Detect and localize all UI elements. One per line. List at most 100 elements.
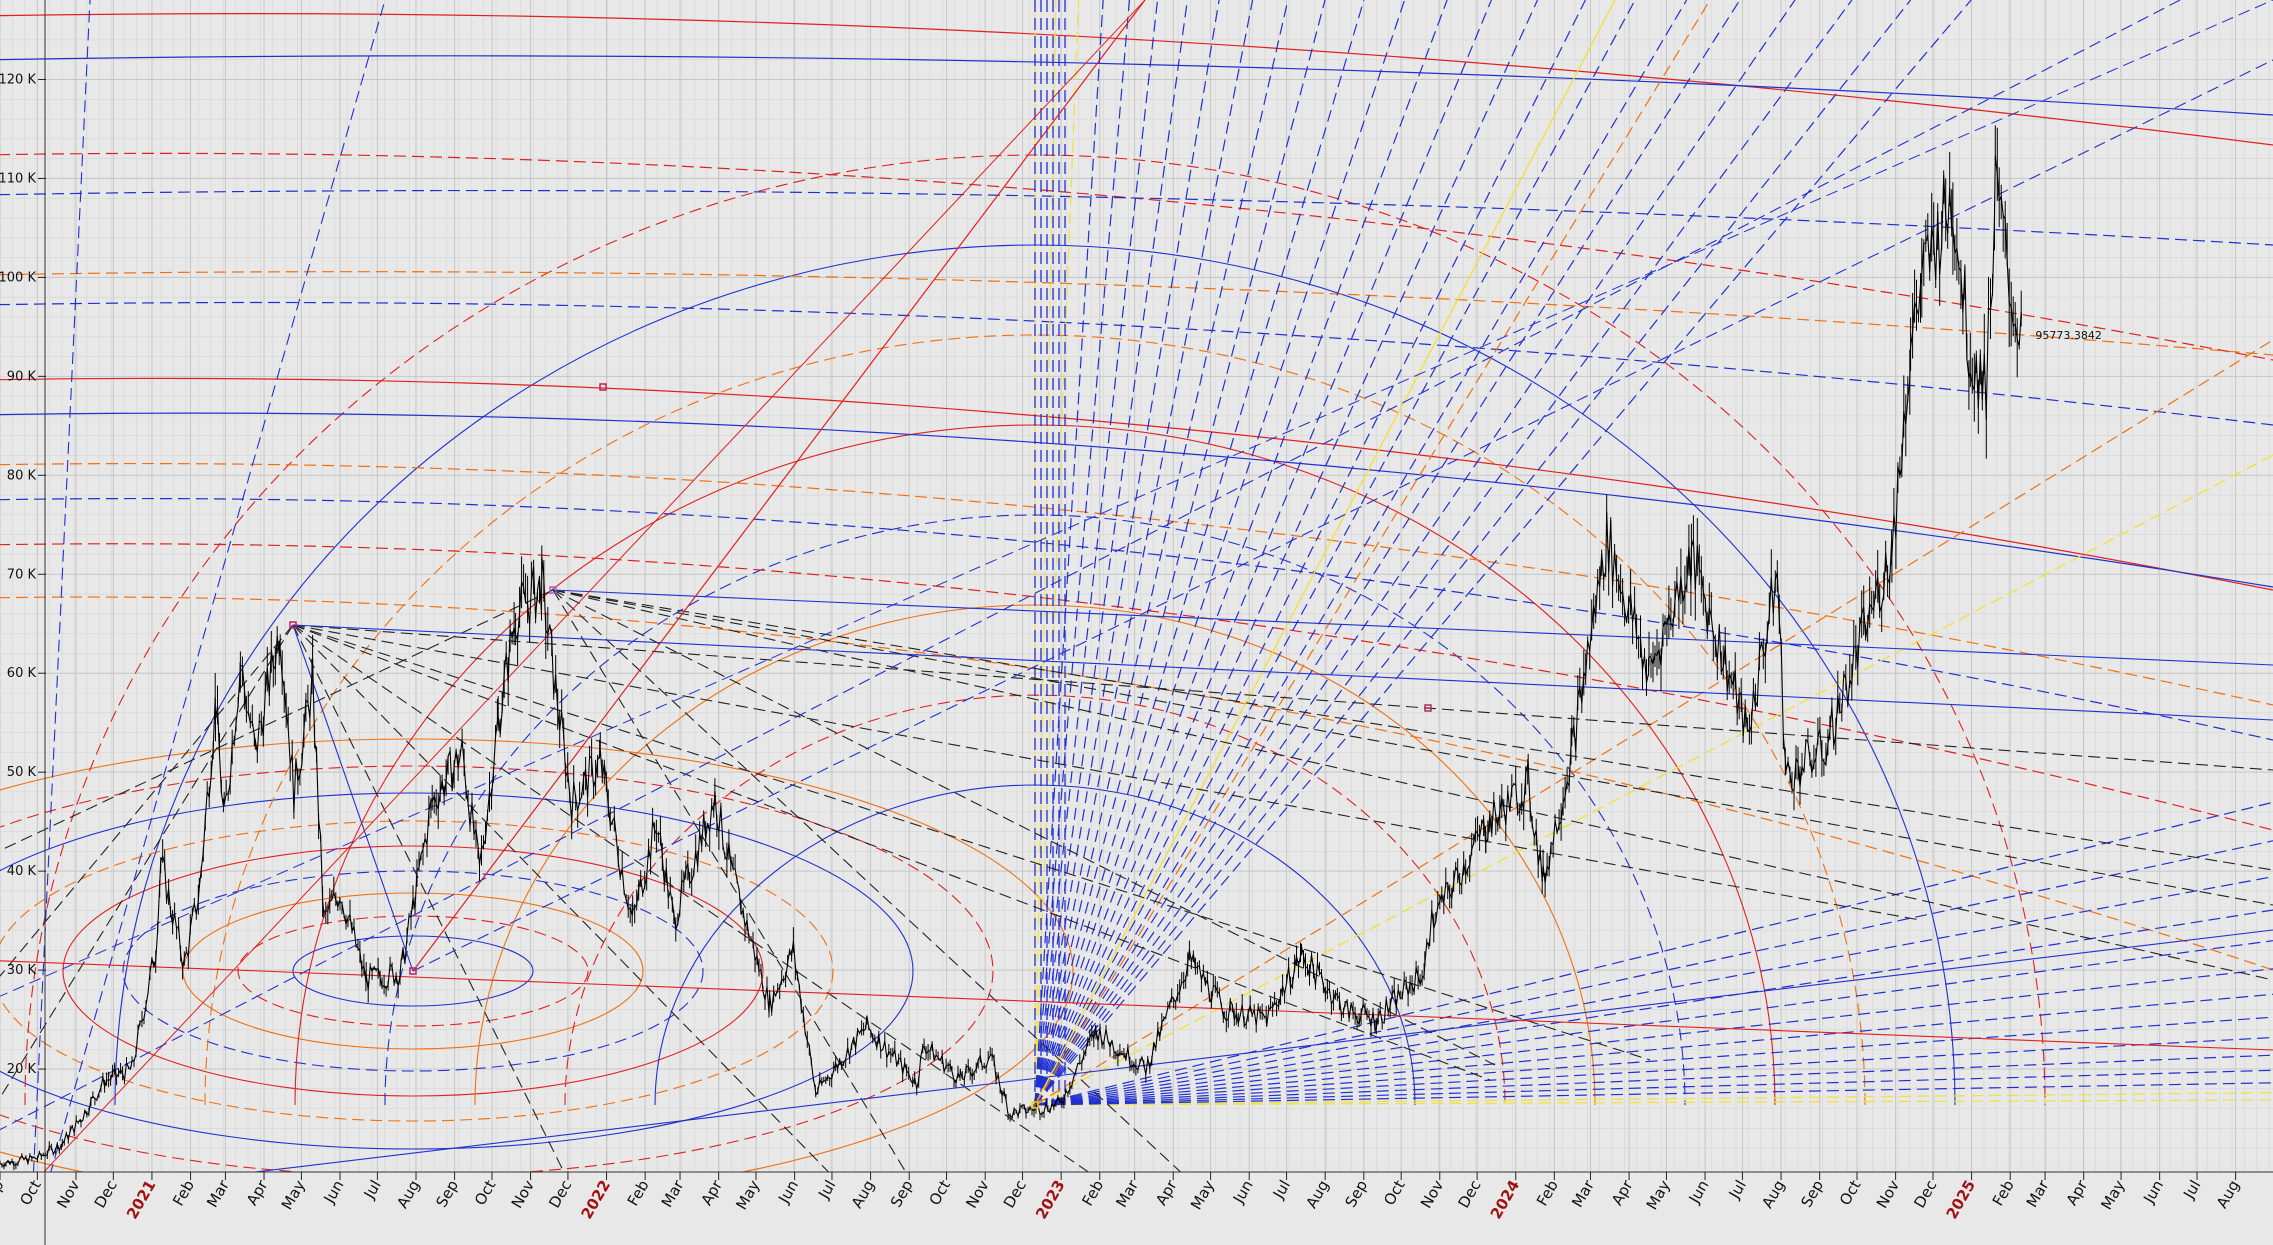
pivot-ray: [29, 0, 91, 1245]
major-grid: [0, 0, 2273, 1172]
pivot-ray: [0, 929, 2273, 1204]
pivot-marker: [599, 383, 607, 391]
fan-line: [1034, 1016, 2273, 1106]
fan-line: [1034, 0, 1636, 1106]
y-tick-label: 80 K: [7, 468, 37, 483]
pivot-ray: [412, 59, 2273, 972]
fan-line: [1034, 993, 2273, 1106]
overlay-curve: [0, 55, 2273, 116]
overlay-curve: [0, 189, 2273, 246]
pivot-marker: [409, 967, 417, 975]
fan-line: [1034, 876, 2273, 1106]
pivot-ray: [552, 589, 2273, 871]
pivot-ray: [0, 0, 2273, 997]
pivot-ray: [0, 0, 1146, 1220]
pivot-ray: [292, 624, 601, 1245]
fan-line: [1034, 339, 2273, 1106]
fan-line: [1034, 0, 1365, 1106]
fan-line: [1034, 0, 1289, 1106]
y-tick-label: 30 K: [7, 963, 37, 978]
pivot-ray: [292, 624, 2273, 771]
pivot-ray: [552, 589, 951, 1245]
fan-line: [1034, 1069, 2273, 1106]
fan-line: [1034, 1092, 2273, 1106]
fan-line: [1034, 0, 1159, 1106]
fan-line: [1034, 0, 1912, 1106]
overlay-ellipse: [0, 792, 914, 1150]
fan-line: [1034, 0, 1796, 1106]
fan-line: [1034, 0, 1220, 1106]
pivot-marker: [549, 586, 557, 594]
pivot-ray: [292, 624, 901, 1245]
pivot-ray: [552, 589, 1496, 1066]
y-tick-label: 60 K: [7, 666, 37, 681]
fan-line: [1034, 1082, 2273, 1106]
overlay-curve: [0, 463, 2273, 706]
pivot-ray: [552, 589, 2273, 981]
fan-line: [1034, 0, 1492, 1106]
pivot-ray: [292, 624, 1651, 1061]
fan-line: [1034, 0, 1741, 1106]
fan-line: [1034, 840, 2273, 1106]
y-tick-label: 110 K: [0, 171, 36, 186]
fan-line: [1034, 909, 2273, 1106]
pivot-marker: [1424, 704, 1432, 712]
y-tick-label: 100 K: [0, 270, 36, 285]
fan-line: [1034, 801, 2273, 1106]
pivot-markers: [289, 383, 1432, 1109]
overlay-curve: [0, 498, 2273, 741]
fan-line: [1034, 0, 1448, 1106]
fan-line: [1034, 940, 2273, 1106]
overlay-curve: [0, 152, 2273, 361]
fan-line: [1034, 1054, 2273, 1106]
y-tick-label: 120 K: [0, 72, 36, 87]
pivot-ray: [552, 589, 1201, 1191]
fan-line: [1034, 0, 1539, 1106]
overlay-ellipse: [292, 935, 534, 1007]
pivot-ray: [552, 589, 2273, 666]
fan-line: [1034, 1099, 2273, 1106]
pivot-ray: [292, 624, 1101, 1181]
fan-line: [1034, 968, 2273, 1106]
y-tick-label: 50 K: [7, 765, 37, 780]
pivot-ray: [292, 624, 2273, 721]
overlay-curve: [0, 13, 2273, 146]
fan-line: [1034, 0, 1853, 1106]
fan-line: [1034, 0, 1688, 1106]
fan-line: [1034, 0, 1130, 1106]
y-tick-label: 70 K: [7, 567, 37, 582]
price-line: [0, 155, 2022, 1168]
x-axis-band: [0, 1172, 2273, 1245]
overlay-curve: [0, 412, 2273, 588]
overlay-ellipse: [62, 845, 764, 1097]
pivot-ray: [0, 589, 554, 852]
fan-line: [1034, 0, 1406, 1106]
fan-line: [1034, 0, 1326, 1106]
fan-line: [1034, 0, 1080, 1106]
y-tick-label: 40 K: [7, 864, 37, 879]
fan-line: [1034, 0, 1586, 1106]
pivot-ray: [0, 624, 294, 1099]
fan-line: [1034, 1036, 2273, 1106]
pivot-ray: [552, 589, 2273, 906]
overlay-curve: [0, 271, 2273, 356]
fan-line: [1034, 0, 1972, 1106]
pivot-marker: [1031, 1101, 1039, 1109]
pivot-ray: [292, 624, 1921, 921]
fan-line: [1034, 0, 1616, 1106]
fan-line: [1034, 0, 1188, 1106]
overlay-ellipse: [0, 820, 834, 1122]
pivot-ray: [412, 0, 1146, 972]
y-tick-label: 20 K: [7, 1062, 37, 1077]
overlay-curve: [0, 301, 2273, 426]
pivot-ray: [292, 624, 1491, 1081]
pivot-marker: [289, 621, 297, 629]
last-price-readout: 95773.3842: [2035, 329, 2101, 342]
y-tick-label: 90 K: [7, 369, 37, 384]
price-series: [0, 125, 2022, 1171]
y-axis: 20 K 30 K 40 K 50 K 60 K 70 K 80 K 90 K 100 K 110…: [0, 72, 46, 1077]
overlay-curve: [0, 377, 2273, 591]
